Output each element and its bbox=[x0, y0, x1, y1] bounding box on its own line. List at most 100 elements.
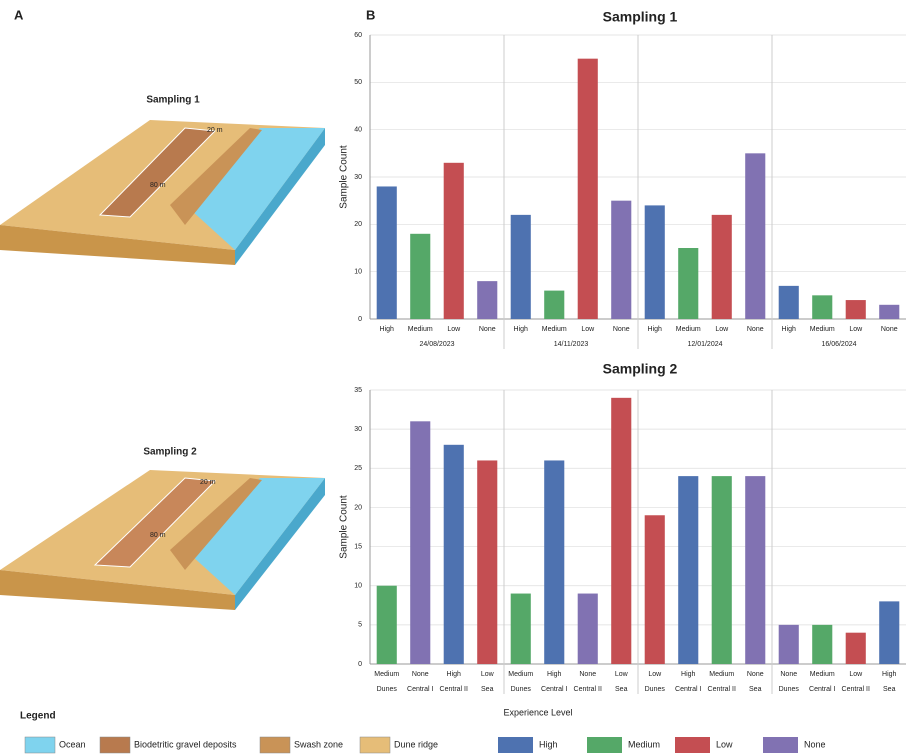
x-tick-label: Medium bbox=[676, 326, 701, 333]
legend-label: Medium bbox=[628, 739, 660, 749]
dimension-label: 80 m bbox=[150, 182, 166, 189]
bar bbox=[578, 594, 598, 664]
bar bbox=[444, 445, 464, 664]
bar bbox=[477, 460, 497, 664]
legend-label: Biodetritic gravel deposits bbox=[134, 739, 237, 749]
bar bbox=[377, 586, 397, 664]
bar bbox=[645, 205, 665, 319]
bar bbox=[846, 633, 866, 664]
x-tick-label: Low bbox=[481, 671, 495, 678]
x-tick-label: High bbox=[447, 671, 462, 678]
bar bbox=[511, 215, 531, 319]
beach-illustration bbox=[0, 120, 325, 265]
bar bbox=[477, 281, 497, 319]
chart-title: Sampling 2 bbox=[603, 361, 678, 377]
y-tick-label: 30 bbox=[354, 174, 362, 181]
legend-swatch bbox=[498, 737, 533, 753]
x-tick-label: Medium bbox=[374, 671, 399, 678]
group-label: 12/01/2024 bbox=[687, 341, 722, 348]
x-tick-label: High bbox=[648, 326, 663, 333]
legend-label: Low bbox=[716, 739, 733, 749]
x-tick-label: None bbox=[747, 326, 764, 333]
group-label: 14/11/2023 bbox=[554, 341, 589, 348]
y-axis-label: Sample Count bbox=[339, 495, 350, 559]
group-label: 16/06/2024 bbox=[821, 341, 856, 348]
zone-label: Central II bbox=[440, 686, 468, 693]
x-tick-label: High bbox=[681, 671, 696, 678]
y-tick-label: 20 bbox=[354, 504, 362, 511]
panel-label: B bbox=[366, 7, 375, 22]
zone-label: Dunes bbox=[779, 686, 800, 693]
x-tick-label: Medium bbox=[508, 671, 533, 678]
x-tick-label: Medium bbox=[542, 326, 567, 333]
x-tick-label: None bbox=[881, 326, 898, 333]
legend-swatch bbox=[675, 737, 710, 753]
zone-label: Central I bbox=[541, 686, 568, 693]
bar bbox=[645, 515, 665, 664]
x-tick-label: High bbox=[547, 671, 562, 678]
y-tick-label: 25 bbox=[354, 465, 362, 472]
dimension-label: 80 m bbox=[150, 532, 166, 539]
bar bbox=[611, 398, 631, 664]
x-tick-label: High bbox=[380, 326, 395, 333]
x-tick-label: Low bbox=[849, 326, 863, 333]
bar bbox=[712, 215, 732, 319]
x-tick-label: High bbox=[782, 326, 797, 333]
illustration-title: Sampling 1 bbox=[146, 95, 200, 106]
x-tick-label: None bbox=[780, 671, 797, 678]
zone-label: Dunes bbox=[377, 686, 398, 693]
bar bbox=[745, 476, 765, 664]
y-tick-label: 30 bbox=[354, 426, 362, 433]
legend-swatch bbox=[587, 737, 622, 753]
zone-label: Sea bbox=[481, 686, 494, 693]
x-tick-label: None bbox=[747, 671, 764, 678]
legend-label: High bbox=[539, 739, 558, 749]
x-tick-label: High bbox=[514, 326, 529, 333]
x-tick-label: Low bbox=[849, 671, 863, 678]
bar bbox=[812, 295, 832, 319]
y-tick-label: 50 bbox=[354, 79, 362, 86]
zone-label: Central I bbox=[809, 686, 836, 693]
x-tick-label: Low bbox=[615, 671, 629, 678]
dimension-label: 20 m bbox=[200, 479, 216, 486]
y-axis-label: Sample Count bbox=[339, 145, 350, 209]
y-tick-label: 10 bbox=[354, 269, 362, 276]
legend-swatch bbox=[100, 737, 130, 753]
y-tick-label: 0 bbox=[358, 316, 362, 323]
y-tick-label: 0 bbox=[358, 661, 362, 668]
zone-label: Sea bbox=[749, 686, 762, 693]
x-tick-label: Low bbox=[715, 326, 729, 333]
bar bbox=[879, 601, 899, 664]
bar bbox=[578, 59, 598, 319]
y-tick-label: 5 bbox=[358, 622, 362, 629]
bar bbox=[611, 201, 631, 319]
x-tick-label: Low bbox=[648, 671, 662, 678]
bar bbox=[812, 625, 832, 664]
legend-label: Swash zone bbox=[294, 739, 343, 749]
figure: A B Sampling 1 20 m 80 m Sampling 2 20 m… bbox=[0, 0, 906, 755]
legend-swatch bbox=[360, 737, 390, 753]
bar bbox=[410, 421, 430, 664]
zone-label: Central II bbox=[708, 686, 736, 693]
y-tick-label: 15 bbox=[354, 543, 362, 550]
illustration-title: Sampling 2 bbox=[143, 447, 197, 458]
dimension-label: 20 m bbox=[207, 127, 223, 134]
x-tick-label: Low bbox=[447, 326, 461, 333]
bar bbox=[544, 291, 564, 319]
bar bbox=[544, 460, 564, 664]
bar bbox=[779, 286, 799, 319]
x-tick-label: Low bbox=[581, 326, 595, 333]
y-tick-label: 60 bbox=[354, 32, 362, 39]
y-tick-label: 10 bbox=[354, 583, 362, 590]
x-tick-label: None bbox=[613, 326, 630, 333]
legend-label: Dune ridge bbox=[394, 739, 438, 749]
y-tick-label: 40 bbox=[354, 127, 362, 134]
legend-swatch bbox=[260, 737, 290, 753]
zone-label: Central II bbox=[842, 686, 870, 693]
zone-label: Sea bbox=[615, 686, 628, 693]
y-tick-label: 20 bbox=[354, 221, 362, 228]
bar bbox=[745, 153, 765, 319]
legend-label: None bbox=[804, 739, 826, 749]
zone-label: Dunes bbox=[511, 686, 532, 693]
x-tick-label: Medium bbox=[810, 326, 835, 333]
